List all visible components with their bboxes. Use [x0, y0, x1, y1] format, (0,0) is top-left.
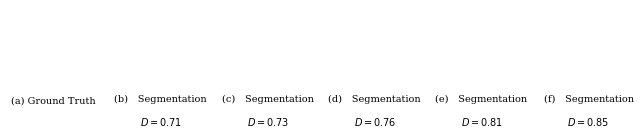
Text: (e)  Segmentation: (e) Segmentation: [435, 95, 527, 104]
Text: $D = 0.81$: $D = 0.81$: [461, 116, 502, 128]
Text: $D = 0.71$: $D = 0.71$: [140, 116, 181, 128]
Text: (b)  Segmentation: (b) Segmentation: [114, 95, 207, 104]
Text: $D = 0.85$: $D = 0.85$: [568, 116, 609, 128]
Text: $D = 0.73$: $D = 0.73$: [246, 116, 288, 128]
Text: (f)  Segmentation: (f) Segmentation: [543, 95, 634, 104]
Text: (c)  Segmentation: (c) Segmentation: [221, 95, 314, 104]
Text: $D = 0.76$: $D = 0.76$: [354, 116, 396, 128]
Text: (d)  Segmentation: (d) Segmentation: [328, 95, 421, 104]
Text: (a) Ground Truth: (a) Ground Truth: [11, 97, 96, 106]
